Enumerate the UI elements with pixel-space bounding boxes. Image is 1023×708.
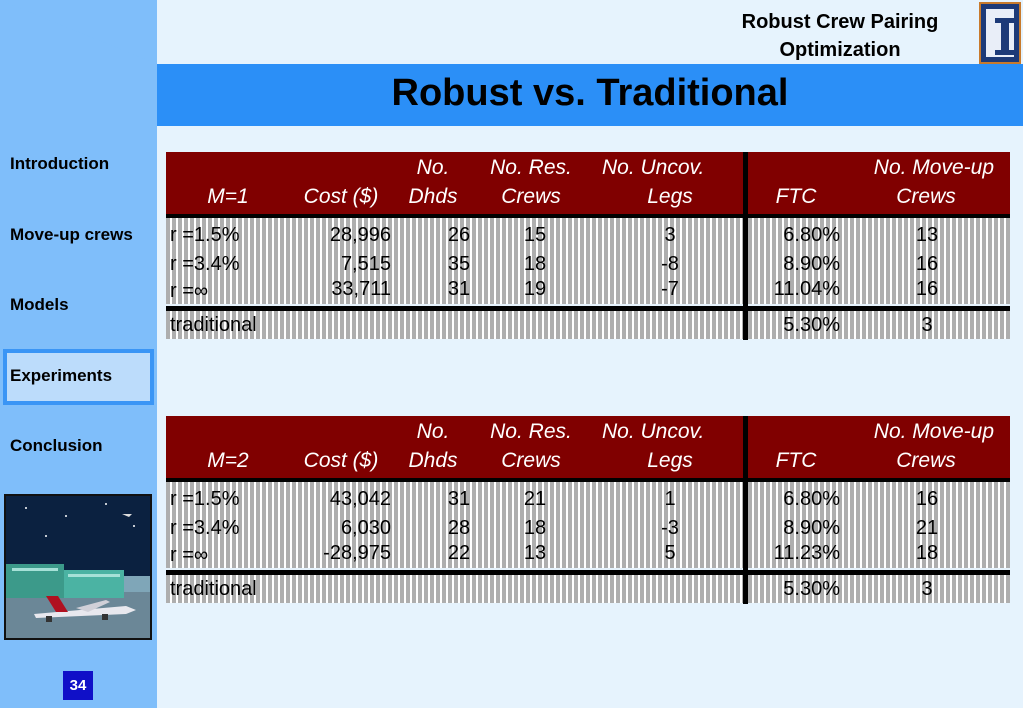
header-m: M=1 bbox=[207, 185, 249, 208]
cell-moveup: 16 bbox=[915, 488, 939, 510]
title-band bbox=[157, 64, 1023, 126]
cell-moveup: 16 bbox=[915, 253, 939, 275]
sidebar-item-conclusion[interactable]: Conclusion bbox=[10, 436, 103, 455]
page-number: 34 bbox=[63, 671, 93, 700]
cell-ftc: 6.80% bbox=[783, 488, 840, 510]
row-label: r =1.5% bbox=[170, 224, 240, 246]
cell-dhds: 31 bbox=[447, 488, 471, 510]
header-moveup-2: Crews bbox=[896, 185, 956, 208]
cell-moveup: 16 bbox=[915, 278, 939, 300]
cell-ftc: 5.30% bbox=[783, 578, 840, 600]
cell-ftc: 11.23% bbox=[773, 542, 840, 564]
table-row-traditional: traditional 5.30% 3 bbox=[166, 311, 1010, 339]
deck-title-line-1: Robust Crew Pairing bbox=[741, 11, 939, 33]
cell-dhds: 22 bbox=[447, 542, 471, 564]
cell-ftc: 8.90% bbox=[783, 253, 840, 275]
cell-cost: -28,975 bbox=[323, 542, 391, 564]
row-label: r =1.5% bbox=[170, 488, 240, 510]
table-header: M=1 Cost ($) No. Dhds No. Res. Crews No.… bbox=[166, 152, 1010, 214]
sidebar-active-highlight bbox=[3, 349, 154, 405]
cell-dhds: 28 bbox=[447, 517, 471, 539]
row-label: traditional bbox=[170, 314, 257, 336]
row-label: r =∞ bbox=[170, 280, 209, 302]
header-wedge bbox=[0, 0, 157, 64]
cell-uncov: -3 bbox=[661, 517, 679, 539]
cell-uncov: -7 bbox=[661, 278, 679, 300]
header-uncov-2: Legs bbox=[647, 185, 693, 208]
header-res-2: Crews bbox=[501, 449, 561, 472]
row-label: r =3.4% bbox=[170, 517, 240, 539]
header-uncov-2: Legs bbox=[647, 449, 693, 472]
cell-res: 21 bbox=[523, 488, 547, 510]
cell-res: 18 bbox=[523, 517, 547, 539]
sidebar-item-experiments[interactable]: Experiments bbox=[10, 366, 113, 385]
header-uncov-1: No. Uncov. bbox=[602, 156, 705, 179]
cell-moveup: 3 bbox=[921, 314, 933, 336]
cell-ftc: 11.04% bbox=[773, 278, 840, 300]
header-ftc: FTC bbox=[775, 185, 817, 208]
header-res-2: Crews bbox=[501, 185, 561, 208]
header-ftc: FTC bbox=[775, 449, 817, 472]
cell-cost: 6,030 bbox=[340, 517, 391, 539]
cell-uncov: 3 bbox=[664, 224, 676, 246]
header-dhds-1: No. bbox=[416, 420, 450, 443]
cell-res: 13 bbox=[523, 542, 547, 564]
table-row-traditional: traditional 5.30% 3 bbox=[166, 575, 1010, 603]
cell-ftc: 8.90% bbox=[783, 517, 840, 539]
cell-res: 15 bbox=[523, 224, 547, 246]
cell-uncov: 5 bbox=[664, 542, 676, 564]
header-dhds-1: No. bbox=[416, 156, 450, 179]
row-label: r =∞ bbox=[170, 544, 209, 566]
results-table-m1: M=1 Cost ($) No. Dhds No. Res. Crews No.… bbox=[166, 152, 1010, 342]
header-moveup-1: No. Move-up bbox=[873, 420, 994, 443]
cell-dhds: 26 bbox=[447, 224, 471, 246]
header-dhds-2: Dhds bbox=[408, 185, 458, 208]
table-body: r =1.5% 43,042 31 21 1 6.80% 16 r =3.4% … bbox=[166, 482, 1010, 604]
deck-title: Robust Crew Pairing Optimization bbox=[690, 8, 990, 64]
cell-cost: 28,996 bbox=[329, 224, 391, 246]
results-table-m2: M=2 Cost ($) No. Dhds No. Res. Crews No.… bbox=[166, 416, 1010, 608]
cell-res: 18 bbox=[523, 253, 547, 275]
airplane-image bbox=[4, 494, 152, 640]
header-cost: Cost ($) bbox=[303, 449, 379, 472]
cell-moveup: 18 bbox=[915, 542, 939, 564]
table-body: r =1.5% 28,996 26 15 3 6.80% 13 r =3.4% … bbox=[166, 218, 1010, 340]
row-label: traditional bbox=[170, 578, 257, 600]
row-label: r =3.4% bbox=[170, 253, 240, 275]
header-uncov-1: No. Uncov. bbox=[602, 420, 705, 443]
header-cost: Cost ($) bbox=[303, 185, 379, 208]
header-res-1: No. Res. bbox=[490, 420, 572, 443]
table-header: M=2 Cost ($) No. Dhds No. Res. Crews No.… bbox=[166, 416, 1010, 478]
header-dhds-2: Dhds bbox=[408, 449, 458, 472]
cell-ftc: 6.80% bbox=[783, 224, 840, 246]
sidebar-item-introduction[interactable]: Introduction bbox=[10, 154, 110, 173]
cell-moveup: 21 bbox=[915, 517, 939, 539]
sidebar-item-move-up-crews[interactable]: Move-up crews bbox=[10, 225, 133, 244]
deck-title-line-2: Optimization bbox=[779, 39, 901, 61]
header-res-1: No. Res. bbox=[490, 156, 572, 179]
university-i-logo-icon bbox=[979, 2, 1021, 64]
header-moveup-1: No. Move-up bbox=[873, 156, 994, 179]
page-title: Robust vs. Traditional bbox=[391, 72, 789, 114]
cell-cost: 33,711 bbox=[331, 278, 391, 300]
sidebar-item-models[interactable]: Models bbox=[10, 295, 69, 314]
cell-res: 19 bbox=[523, 278, 547, 300]
cell-ftc: 5.30% bbox=[783, 314, 840, 336]
cell-dhds: 35 bbox=[447, 253, 471, 275]
header-moveup-2: Crews bbox=[896, 449, 956, 472]
cell-cost: 7,515 bbox=[340, 253, 391, 275]
header-m: M=2 bbox=[207, 449, 249, 472]
cell-uncov: 1 bbox=[664, 488, 676, 510]
cell-dhds: 31 bbox=[447, 278, 471, 300]
cell-uncov: -8 bbox=[661, 253, 679, 275]
cell-moveup: 13 bbox=[915, 224, 939, 246]
cell-cost: 43,042 bbox=[329, 488, 391, 510]
cell-moveup: 3 bbox=[921, 578, 933, 600]
